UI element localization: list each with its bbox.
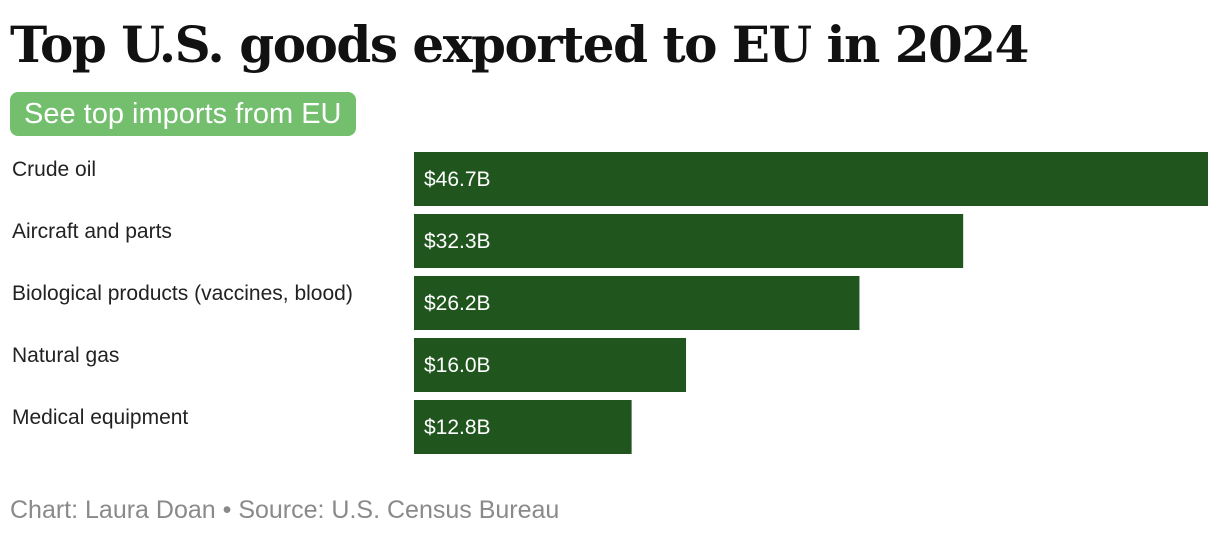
category-label: Natural gas <box>12 344 119 367</box>
bar <box>414 276 860 330</box>
bar <box>414 152 1208 206</box>
category-label: Aircraft and parts <box>12 220 172 243</box>
bar-chart: Crude oil $46.7B Aircraft and parts $32.3B B… <box>0 140 1220 470</box>
bar <box>414 338 687 392</box>
bar-row: Medical equipment $12.8B <box>12 400 632 454</box>
bar-row: Biological products (vaccines, blood) $26… <box>12 276 860 330</box>
bar-row: Natural gas $16.0B <box>12 338 687 392</box>
bar <box>414 214 964 268</box>
bar-row: Aircraft and parts $32.3B <box>12 214 964 268</box>
value-label: $12.8B <box>424 416 491 439</box>
category-label: Biological products (vaccines, blood) <box>12 282 353 305</box>
bar-row: Crude oil $46.7B <box>12 152 1208 206</box>
bar-chart-svg: Crude oil $46.7B Aircraft and parts $32.3B B… <box>12 152 1208 454</box>
bar <box>414 400 632 454</box>
see-top-imports-button[interactable]: See top imports from EU <box>10 92 356 136</box>
chart-title: Top U.S. goods exported to EU in 2024 <box>10 15 1029 74</box>
value-label: $32.3B <box>424 230 491 253</box>
value-label: $46.7B <box>424 168 491 191</box>
category-label: Medical equipment <box>12 406 188 429</box>
value-label: $26.2B <box>424 292 491 315</box>
chart-credit: Chart: Laura Doan • Source: U.S. Census … <box>10 496 560 524</box>
value-label: $16.0B <box>424 354 491 377</box>
category-label: Crude oil <box>12 158 96 181</box>
